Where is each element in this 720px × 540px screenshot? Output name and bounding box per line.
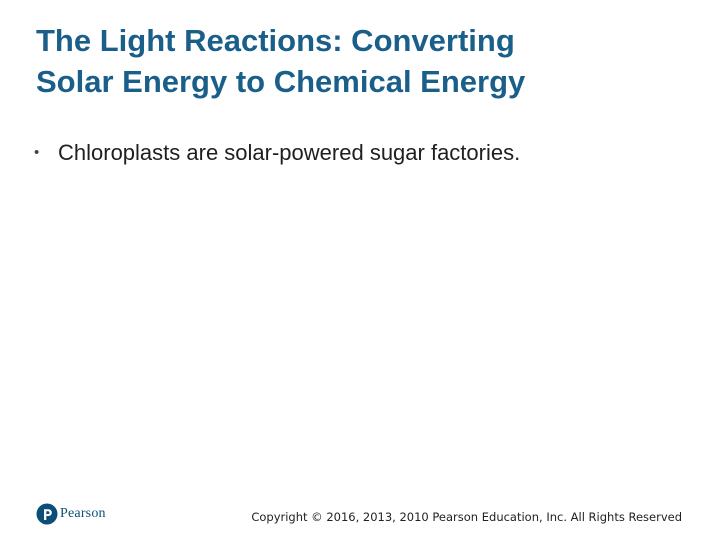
bullet-text: Chloroplasts are solar-powered sugar fac… [58, 140, 521, 165]
pearson-logo-text: Pearson [60, 506, 106, 521]
bullet-list: • Chloroplasts are solar-powered sugar f… [34, 138, 694, 171]
pearson-logo-icon [36, 503, 58, 525]
copyright-notice: Copyright © 2016, 2013, 2010 Pearson Edu… [251, 510, 682, 524]
slide-title: The Light Reactions: Converting Solar En… [36, 20, 686, 102]
pearson-logo: Pearson [36, 502, 106, 526]
bullet-icon: • [34, 144, 40, 161]
slide-title-line-2: Solar Energy to Chemical Energy [36, 64, 526, 99]
slide-title-line-1: The Light Reactions: Converting [36, 23, 515, 58]
bullet-item: • Chloroplasts are solar-powered sugar f… [34, 138, 694, 171]
